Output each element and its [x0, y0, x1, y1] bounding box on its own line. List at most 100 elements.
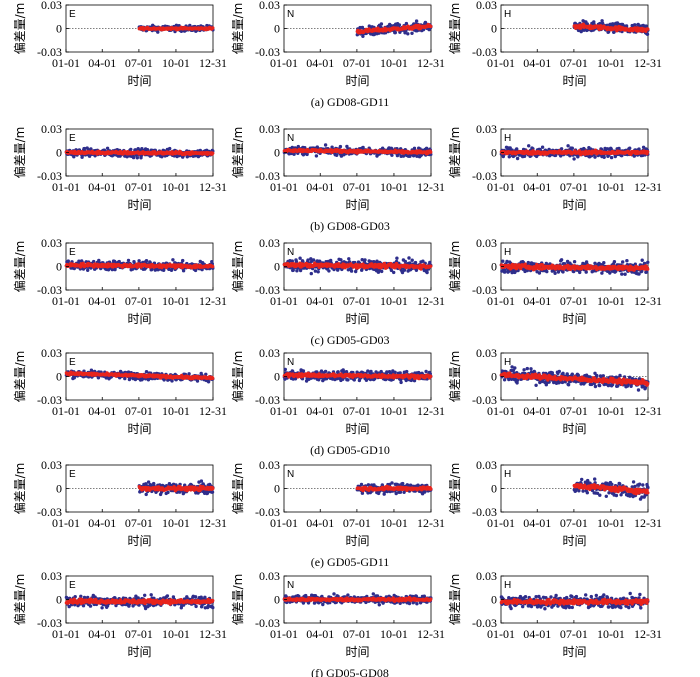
x-tick-label: 07-01: [343, 294, 371, 308]
x-tick-label: 07-01: [343, 56, 371, 70]
point-raw: [330, 145, 334, 149]
point-filtered: [429, 150, 433, 154]
point-raw: [129, 147, 133, 152]
x-tick-label: 07-01: [125, 404, 153, 418]
point-raw: [361, 145, 365, 150]
point-raw: [316, 270, 320, 274]
x-tick-label: 04-01: [88, 404, 116, 418]
point-raw: [301, 369, 306, 373]
x-tick-label: 10-01: [162, 56, 190, 70]
point-raw: [395, 256, 399, 260]
x-tick-label: 07-01: [560, 56, 588, 70]
point-raw: [392, 270, 396, 275]
point-raw: [361, 34, 365, 38]
x-tick-label: 01-01: [270, 294, 298, 308]
point-filtered: [523, 262, 527, 266]
x-tick-label: 04-01: [523, 294, 551, 308]
point-raw: [428, 260, 432, 265]
point-raw: [425, 270, 429, 275]
point-raw: [86, 268, 90, 272]
point-raw: [608, 271, 612, 275]
y-tick-label: 0.03: [259, 122, 280, 136]
point-raw: [621, 260, 625, 264]
component-label: N: [287, 9, 294, 20]
component-label: H: [504, 247, 511, 258]
point-raw: [363, 258, 367, 262]
y-tick-label: 0.03: [259, 236, 280, 250]
point-raw: [338, 144, 343, 149]
point-raw: [135, 156, 139, 160]
point-raw: [407, 256, 411, 260]
point-raw: [592, 20, 596, 24]
point-raw: [144, 259, 149, 263]
point-filtered: [429, 264, 433, 268]
y-tick-label: 0.03: [476, 0, 497, 12]
y-tick-label: 0: [274, 22, 280, 36]
point-raw: [314, 154, 319, 158]
x-tick-label: 04-01: [88, 180, 116, 194]
x-axis-label: 时间: [562, 198, 586, 212]
point-raw: [406, 32, 410, 36]
y-tick-label: 0.03: [259, 0, 280, 12]
point-raw: [126, 258, 131, 263]
point-raw: [527, 144, 531, 148]
point-raw: [323, 143, 328, 147]
point-filtered: [211, 26, 215, 30]
x-tick-label: 04-01: [306, 56, 334, 70]
point-raw: [347, 257, 351, 261]
y-axis-label: 偏差量/m: [447, 127, 462, 179]
y-axis-label: 偏差量/m: [447, 3, 462, 55]
y-axis-label: 偏差量/m: [12, 3, 27, 55]
point-raw: [410, 258, 414, 262]
point-raw: [410, 31, 414, 35]
x-axis-label: 时间: [562, 312, 586, 326]
point-raw: [327, 269, 331, 273]
x-tick-label: 01-01: [487, 56, 515, 70]
x-axis-label: 时间: [127, 74, 151, 88]
point-raw: [335, 153, 339, 157]
point-raw: [545, 269, 549, 274]
x-tick-label: 12-31: [199, 180, 227, 194]
y-axis-label: 偏差量/m: [12, 127, 27, 179]
y-tick-label: 0: [274, 260, 280, 274]
row-caption: (b) GD08-GD03: [310, 219, 390, 233]
component-label: N: [287, 133, 294, 144]
y-axis-label: 偏差量/m: [12, 351, 27, 403]
point-raw: [640, 258, 644, 262]
y-axis-label: 偏差量/m: [12, 241, 27, 293]
point-raw: [540, 145, 545, 149]
point-raw: [87, 154, 92, 158]
point-filtered: [646, 150, 650, 154]
point-raw: [181, 258, 185, 263]
y-tick-label: 0: [56, 22, 62, 36]
x-tick-label: 12-31: [199, 404, 227, 418]
point-raw: [283, 367, 287, 372]
x-tick-label: 07-01: [125, 294, 153, 308]
x-tick-label: 10-01: [380, 56, 408, 70]
x-tick-label: 10-01: [597, 180, 625, 194]
x-tick-label: 12-31: [417, 56, 445, 70]
point-raw: [379, 22, 384, 26]
y-tick-label: 0: [491, 146, 497, 160]
x-axis-label: 时间: [345, 74, 369, 88]
x-axis-label: 时间: [127, 312, 151, 326]
point-raw: [646, 260, 650, 264]
x-tick-label: 12-31: [199, 294, 227, 308]
point-raw: [404, 21, 409, 26]
x-tick-label: 01-01: [487, 180, 515, 194]
x-tick-label: 12-31: [634, 180, 662, 194]
point-raw: [602, 155, 606, 159]
row-caption: (a) GD08-GD11: [311, 95, 390, 109]
x-tick-label: 10-01: [597, 294, 625, 308]
point-raw: [507, 155, 511, 159]
x-tick-label: 01-01: [52, 56, 80, 70]
y-axis-label: 偏差量/m: [230, 3, 245, 55]
point-filtered: [211, 151, 215, 155]
